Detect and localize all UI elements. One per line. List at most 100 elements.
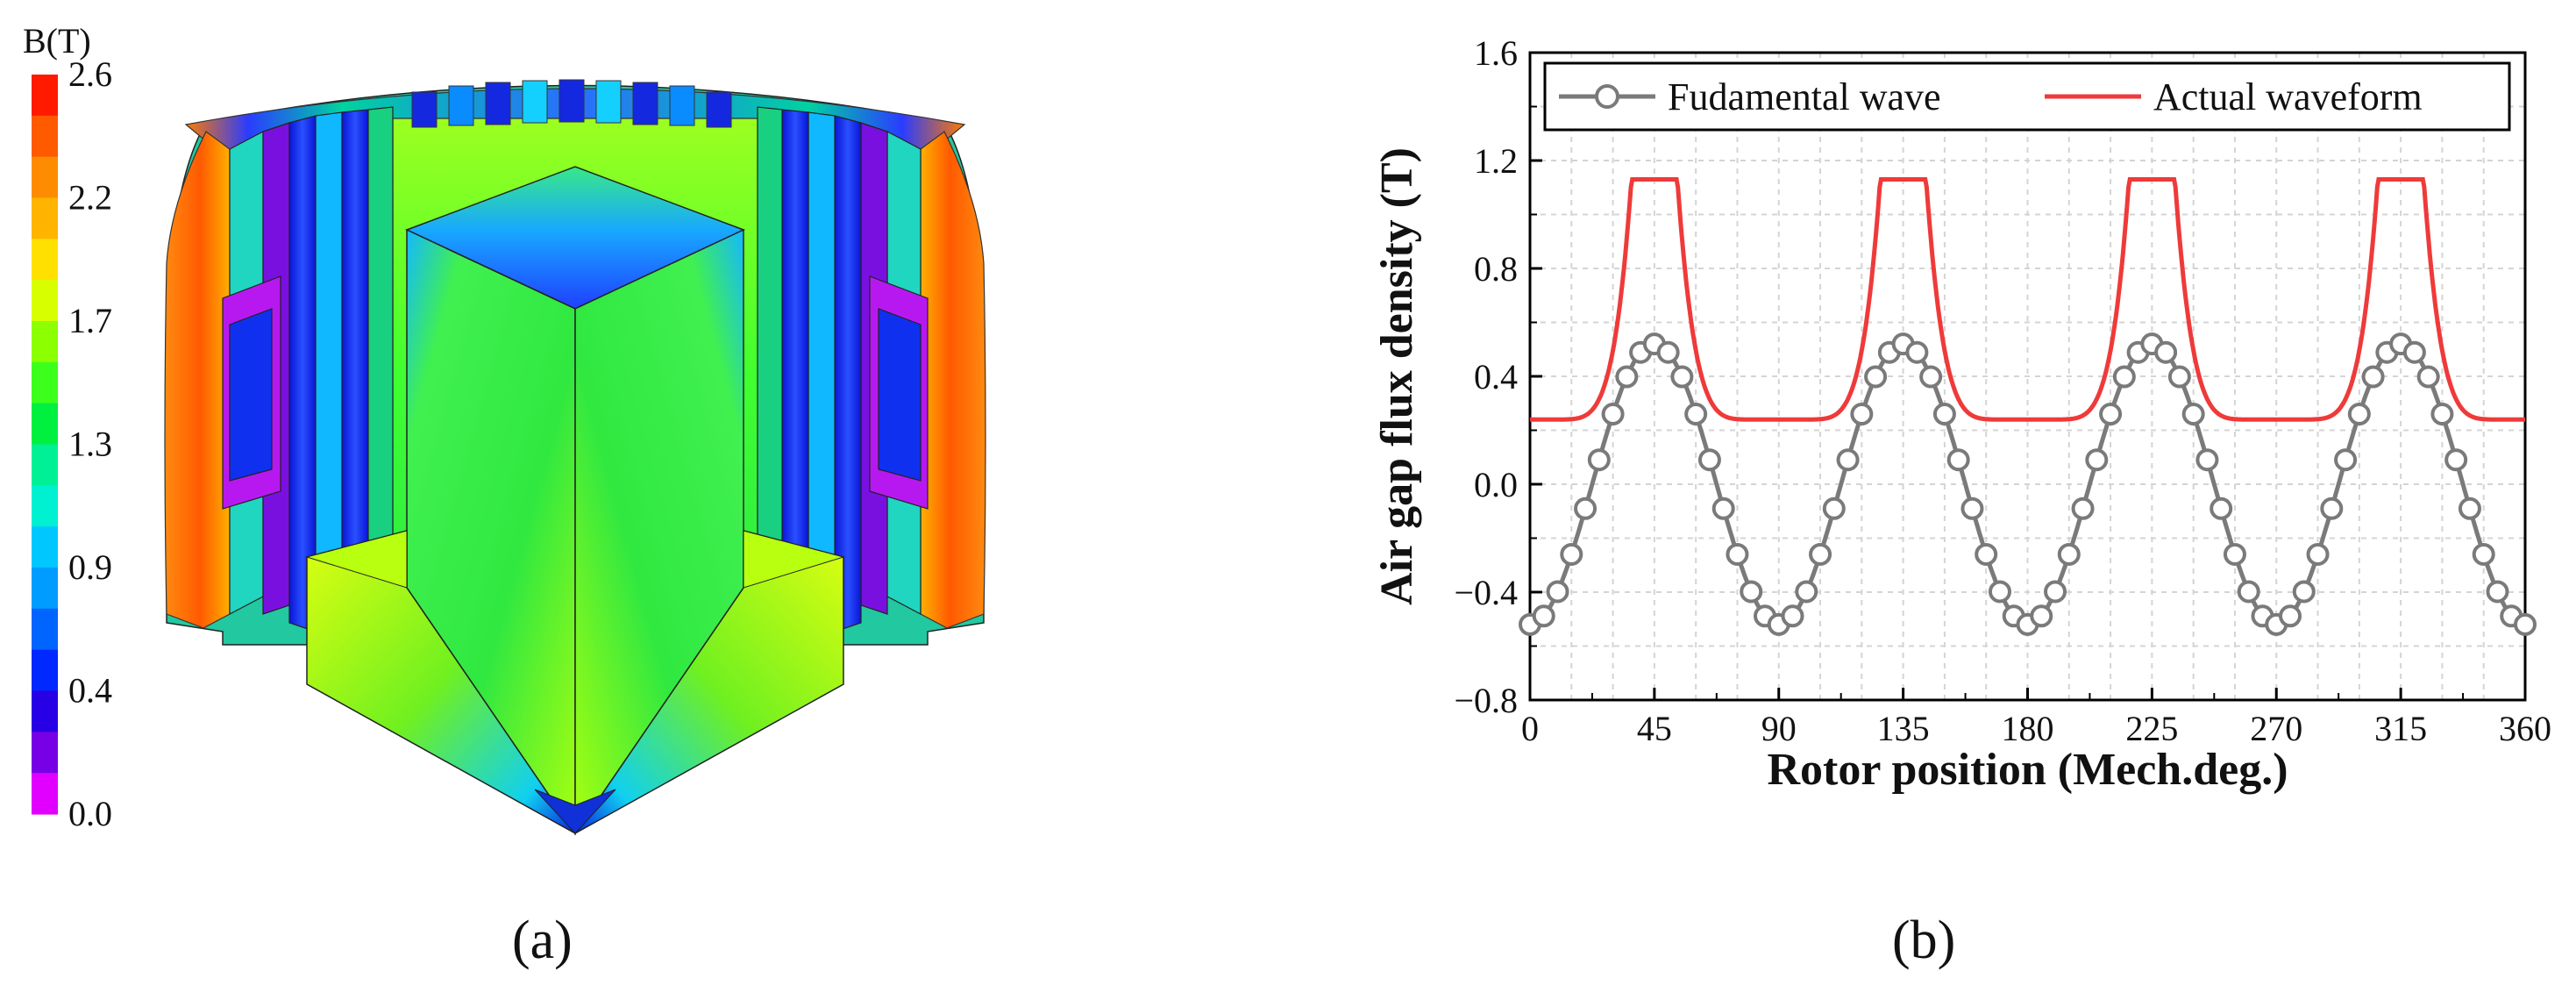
series-point-fundamental-wave <box>2472 542 2495 566</box>
series-point-fundamental-wave <box>2306 542 2330 566</box>
colorbar-tick-label: 2.6 <box>68 54 112 94</box>
colorbar-swatch <box>32 115 58 158</box>
x-tick-label: 90 <box>1761 709 1797 748</box>
colorbar-swatch <box>32 280 58 322</box>
colorbar-tick-label: 0.4 <box>68 671 112 711</box>
series-point-fundamental-wave <box>1684 403 1708 426</box>
series-point-fundamental-wave <box>1932 403 1956 426</box>
series-point-fundamental-wave <box>2458 496 2481 520</box>
y-tick-label: −0.4 <box>1454 573 1518 612</box>
x-tick-label: 270 <box>2250 709 2302 748</box>
series-point-fundamental-wave <box>2279 604 2302 628</box>
legend: Fudamental wave Actual waveform <box>1543 61 2511 132</box>
series-point-fundamental-wave <box>2237 580 2260 604</box>
colorbar-swatch <box>32 444 58 486</box>
fea-flux-density-map <box>164 79 986 836</box>
series-point-fundamental-wave <box>1656 340 1680 364</box>
series-point-fundamental-wave <box>1960 496 1984 520</box>
colorbar-swatch <box>32 361 58 404</box>
series-point-fundamental-wave <box>2444 448 2468 472</box>
colorbar-tick-label: 0.0 <box>68 794 112 833</box>
colorbar-tick-label: 1.3 <box>68 425 112 464</box>
colorbar-swatch <box>32 568 58 610</box>
y-tick-label: 0.4 <box>1474 357 1518 396</box>
series-point-fundamental-wave <box>2044 580 2067 604</box>
series-point-fundamental-wave <box>2167 365 2191 389</box>
colorbar-swatch <box>32 197 58 239</box>
series-point-fundamental-wave <box>2402 340 2426 364</box>
series-point-fundamental-wave <box>1809 542 1832 566</box>
colorbar-tick-label: 2.2 <box>68 178 112 218</box>
series-point-fundamental-wave <box>2112 365 2136 389</box>
series-point-fundamental-wave <box>1560 542 1583 566</box>
series-point-fundamental-wave <box>2361 365 2385 389</box>
colorbar-swatch <box>32 649 58 692</box>
series-point-fundamental-wave <box>1615 365 1639 389</box>
colorbar-swatch <box>32 239 58 281</box>
y-tick-label: 0.8 <box>1474 249 1518 289</box>
series-point-fundamental-wave <box>2292 580 2316 604</box>
series-point-fundamental-wave <box>1905 340 1929 364</box>
series-point-fundamental-wave <box>2210 496 2233 520</box>
series-point-fundamental-wave <box>2223 542 2246 566</box>
colorbar-swatch <box>32 608 58 651</box>
base-block-top <box>305 530 408 589</box>
x-axis-label: Rotor position (Mech.deg.) <box>1767 745 2288 795</box>
series-line-actual-waveform <box>1530 177 2525 422</box>
series-point-fundamental-wave <box>1726 542 1749 566</box>
legend-marker-fundamental <box>1595 84 1619 109</box>
series-point-fundamental-wave <box>2057 542 2081 566</box>
series-point-fundamental-wave <box>2071 496 2095 520</box>
series-point-fundamental-wave <box>2486 580 2509 604</box>
colorbar-swatch <box>32 321 58 363</box>
stator-right-edge <box>920 131 986 629</box>
colorbar-tick-label: 1.7 <box>68 301 112 340</box>
series-point-fundamental-wave <box>1711 496 1735 520</box>
series-point-fundamental-wave <box>2416 365 2440 389</box>
series-point-fundamental-wave <box>1740 580 1763 604</box>
back-slot-comb <box>411 79 732 128</box>
series-point-fundamental-wave <box>1697 448 1721 472</box>
colorbar-tick-label: 0.9 <box>68 547 112 587</box>
x-tick-label: 360 <box>2499 709 2551 748</box>
series-point-fundamental-wave <box>1919 365 1943 389</box>
series-point-fundamental-wave <box>1864 365 1888 389</box>
colorbar-swatch <box>32 690 58 732</box>
series-point-fundamental-wave <box>2030 604 2053 628</box>
x-tick-label: 135 <box>1877 709 1930 748</box>
series-point-fundamental-wave <box>1975 542 1998 566</box>
series-point-fundamental-wave <box>1670 365 1694 389</box>
series-point-fundamental-wave <box>2334 448 2358 472</box>
colorbar-swatch <box>32 732 58 774</box>
colorbar-swatch <box>32 773 58 815</box>
rotor-apex <box>534 789 616 834</box>
series-point-fundamental-wave <box>1850 403 1874 426</box>
legend-label-fundamental: Fudamental wave <box>1668 75 1941 118</box>
series-point-fundamental-wave <box>2085 448 2109 472</box>
series-point-fundamental-wave <box>1946 448 1970 472</box>
series-point-fundamental-wave <box>1781 604 1804 628</box>
x-tick-label: 180 <box>2002 709 2054 748</box>
colorbar-swatch <box>32 485 58 527</box>
panel-label-b: (b) <box>1892 911 1955 970</box>
colorbar-swatch <box>32 75 58 117</box>
stator-left-edge <box>164 131 231 629</box>
series-point-fundamental-wave <box>2320 496 2344 520</box>
series-point-fundamental-wave <box>2099 403 2123 426</box>
series-point-fundamental-wave <box>1532 604 1555 628</box>
x-tick-label: 0 <box>1521 709 1539 748</box>
series-point-fundamental-wave <box>2195 448 2219 472</box>
series-point-fundamental-wave <box>1546 580 1569 604</box>
colorbar-swatch <box>32 403 58 446</box>
y-tick-label: 1.2 <box>1474 141 1518 181</box>
panel-label-a: (a) <box>512 911 573 970</box>
base-block-top-right <box>743 530 845 589</box>
series-point-fundamental-wave <box>2514 612 2537 636</box>
series-point-fundamental-wave <box>1836 448 1860 472</box>
flux-density-chart: 0 45 90 135 180 225 270 315 360 −0.8 −0.4 0.0 0.4 0.8… <box>1372 33 2551 795</box>
colorbar-swatch <box>32 526 58 568</box>
colorbar: 2.6 2.2 1.7 1.3 0.9 0.4 0.0 <box>32 54 112 833</box>
y-tick-label: 0.0 <box>1474 465 1518 504</box>
colorbar-title: B(T) <box>23 21 91 61</box>
